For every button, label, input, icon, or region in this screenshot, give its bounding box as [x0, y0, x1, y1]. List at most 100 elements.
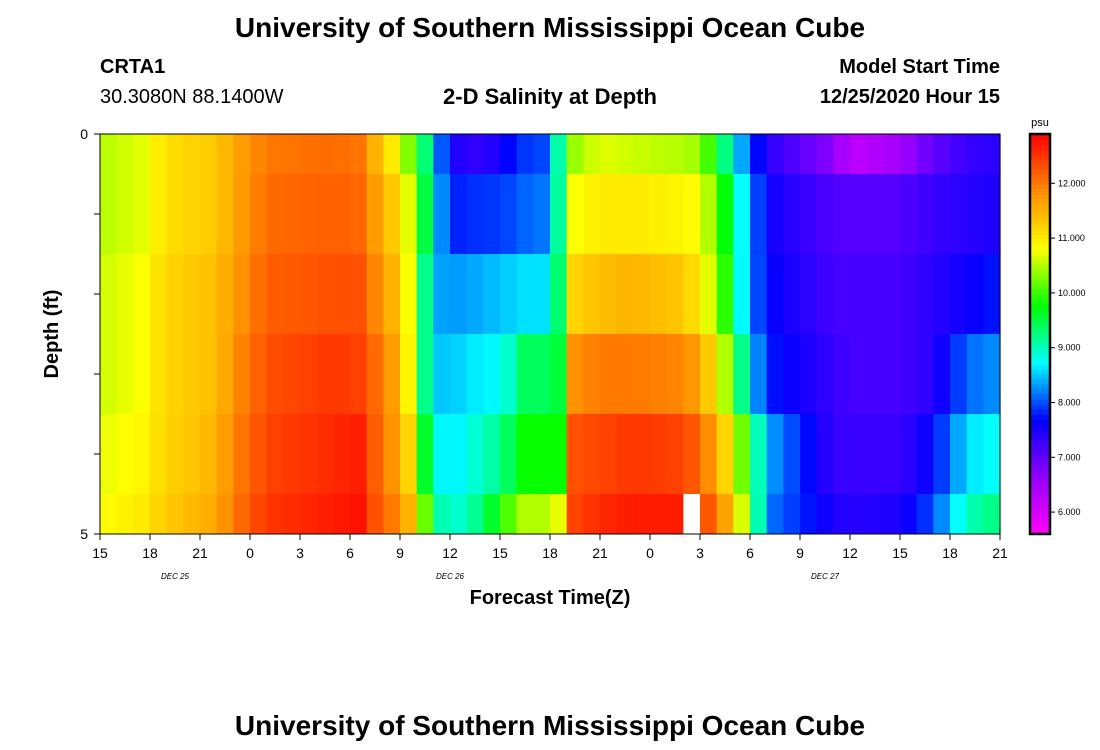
heatmap-cell: [616, 254, 634, 335]
colorbar-segment: [1030, 149, 1050, 155]
heatmap-cell: [683, 334, 701, 415]
heatmap-cell: [350, 134, 368, 175]
colorbar-segment: [1030, 189, 1050, 195]
heatmap-cell: [366, 134, 384, 175]
x-axis-label: Forecast Time(Z): [470, 587, 631, 609]
heatmap-cell: [650, 334, 668, 415]
colorbar-segment: [1030, 454, 1050, 460]
heatmap-cell: [766, 494, 784, 535]
colorbar-segment: [1030, 319, 1050, 325]
heatmap-cell: [283, 174, 301, 255]
heatmap-cell: [283, 134, 301, 175]
colorbar-segment: [1030, 349, 1050, 355]
heatmap-cell: [750, 174, 768, 255]
colorbar-segment: [1030, 174, 1050, 180]
heatmap-cell: [783, 134, 801, 175]
heatmap-cell: [700, 174, 718, 255]
heatmap-cell: [216, 174, 234, 255]
heatmap-cell: [866, 254, 884, 335]
x-tick-label: 21: [592, 545, 608, 561]
colorbar-segment: [1030, 364, 1050, 370]
heatmap-cells: [100, 134, 1001, 535]
heatmap-cell: [483, 254, 501, 335]
heatmap-cell: [800, 254, 818, 335]
heatmap-cell: [750, 254, 768, 335]
heatmap-cell: [150, 414, 168, 495]
x-tick-label: 3: [696, 545, 704, 561]
heatmap-cell: [883, 414, 901, 495]
heatmap-cell: [466, 174, 484, 255]
heatmap-cell: [833, 494, 851, 535]
heatmap-cell: [716, 254, 734, 335]
heatmap-cell: [283, 334, 301, 415]
heatmap-cell: [366, 414, 384, 495]
heatmap-cell: [233, 414, 251, 495]
colorbar-segment: [1030, 219, 1050, 225]
heatmap-cell: [450, 414, 468, 495]
colorbar-segment: [1030, 159, 1050, 165]
heatmap-cell: [883, 174, 901, 255]
heatmap-cell: [983, 414, 1001, 495]
heatmap-cell: [983, 134, 1001, 175]
heatmap-cell: [550, 254, 568, 335]
colorbar-tick-label: 9.000: [1058, 343, 1081, 353]
heatmap-cell: [766, 174, 784, 255]
heatmap-cell: [866, 334, 884, 415]
heatmap-cell: [916, 494, 934, 535]
heatmap-cell: [533, 174, 551, 255]
heatmap-cell: [283, 254, 301, 335]
heatmap-cell: [116, 174, 134, 255]
heatmap-cell: [750, 494, 768, 535]
heatmap-cell: [633, 174, 651, 255]
plot-subtitle: 2-D Salinity at Depth: [443, 84, 657, 109]
heatmap-cell: [633, 414, 651, 495]
heatmap-cell: [433, 414, 451, 495]
heatmap-cell: [983, 334, 1001, 415]
heatmap-cell: [583, 254, 601, 335]
heatmap-cell: [400, 174, 418, 255]
heatmap-cell: [650, 134, 668, 175]
colorbar-segment: [1030, 474, 1050, 480]
colorbar-segment: [1030, 384, 1050, 390]
heatmap-cell: [816, 254, 834, 335]
colorbar-segment: [1030, 304, 1050, 310]
heatmap-cell: [683, 174, 701, 255]
heatmap-cell: [450, 494, 468, 535]
heatmap-cell: [966, 334, 984, 415]
colorbar-segment: [1030, 309, 1050, 315]
heatmap-cell: [100, 414, 118, 495]
heatmap-cell: [600, 174, 618, 255]
heatmap-cell: [616, 334, 634, 415]
heatmap-cell: [750, 414, 768, 495]
heatmap-cell: [116, 414, 134, 495]
heatmap-cell: [733, 254, 751, 335]
heatmap-cell: [216, 134, 234, 175]
heatmap-cell: [733, 494, 751, 535]
colorbar-segment: [1030, 134, 1050, 140]
heatmap-cell: [266, 414, 284, 495]
heatmap-cell: [916, 254, 934, 335]
heatmap-cell: [300, 134, 318, 175]
colorbar-segment: [1030, 194, 1050, 200]
heatmap-cell: [900, 334, 918, 415]
heatmap-cell: [933, 334, 951, 415]
heatmap-cell: [700, 414, 718, 495]
heatmap-cell: [183, 134, 201, 175]
heatmap-cell: [733, 174, 751, 255]
heatmap-cell: [566, 174, 584, 255]
heatmap-cell: [133, 334, 151, 415]
station-id: CRTA1: [100, 56, 166, 78]
heatmap-cell: [766, 254, 784, 335]
heatmap-cell: [700, 254, 718, 335]
heatmap-cell: [466, 414, 484, 495]
heatmap-cell: [250, 174, 268, 255]
colorbar-segment: [1030, 274, 1050, 280]
heatmap-cell: [816, 174, 834, 255]
heatmap-cell: [333, 334, 351, 415]
x-tick-label: 9: [796, 545, 804, 561]
colorbar-segment: [1030, 339, 1050, 345]
heatmap-cell: [666, 334, 684, 415]
heatmap-cell: [833, 254, 851, 335]
station-coords: 30.3080N 88.1400W: [100, 86, 284, 108]
heatmap-cell: [666, 494, 684, 535]
